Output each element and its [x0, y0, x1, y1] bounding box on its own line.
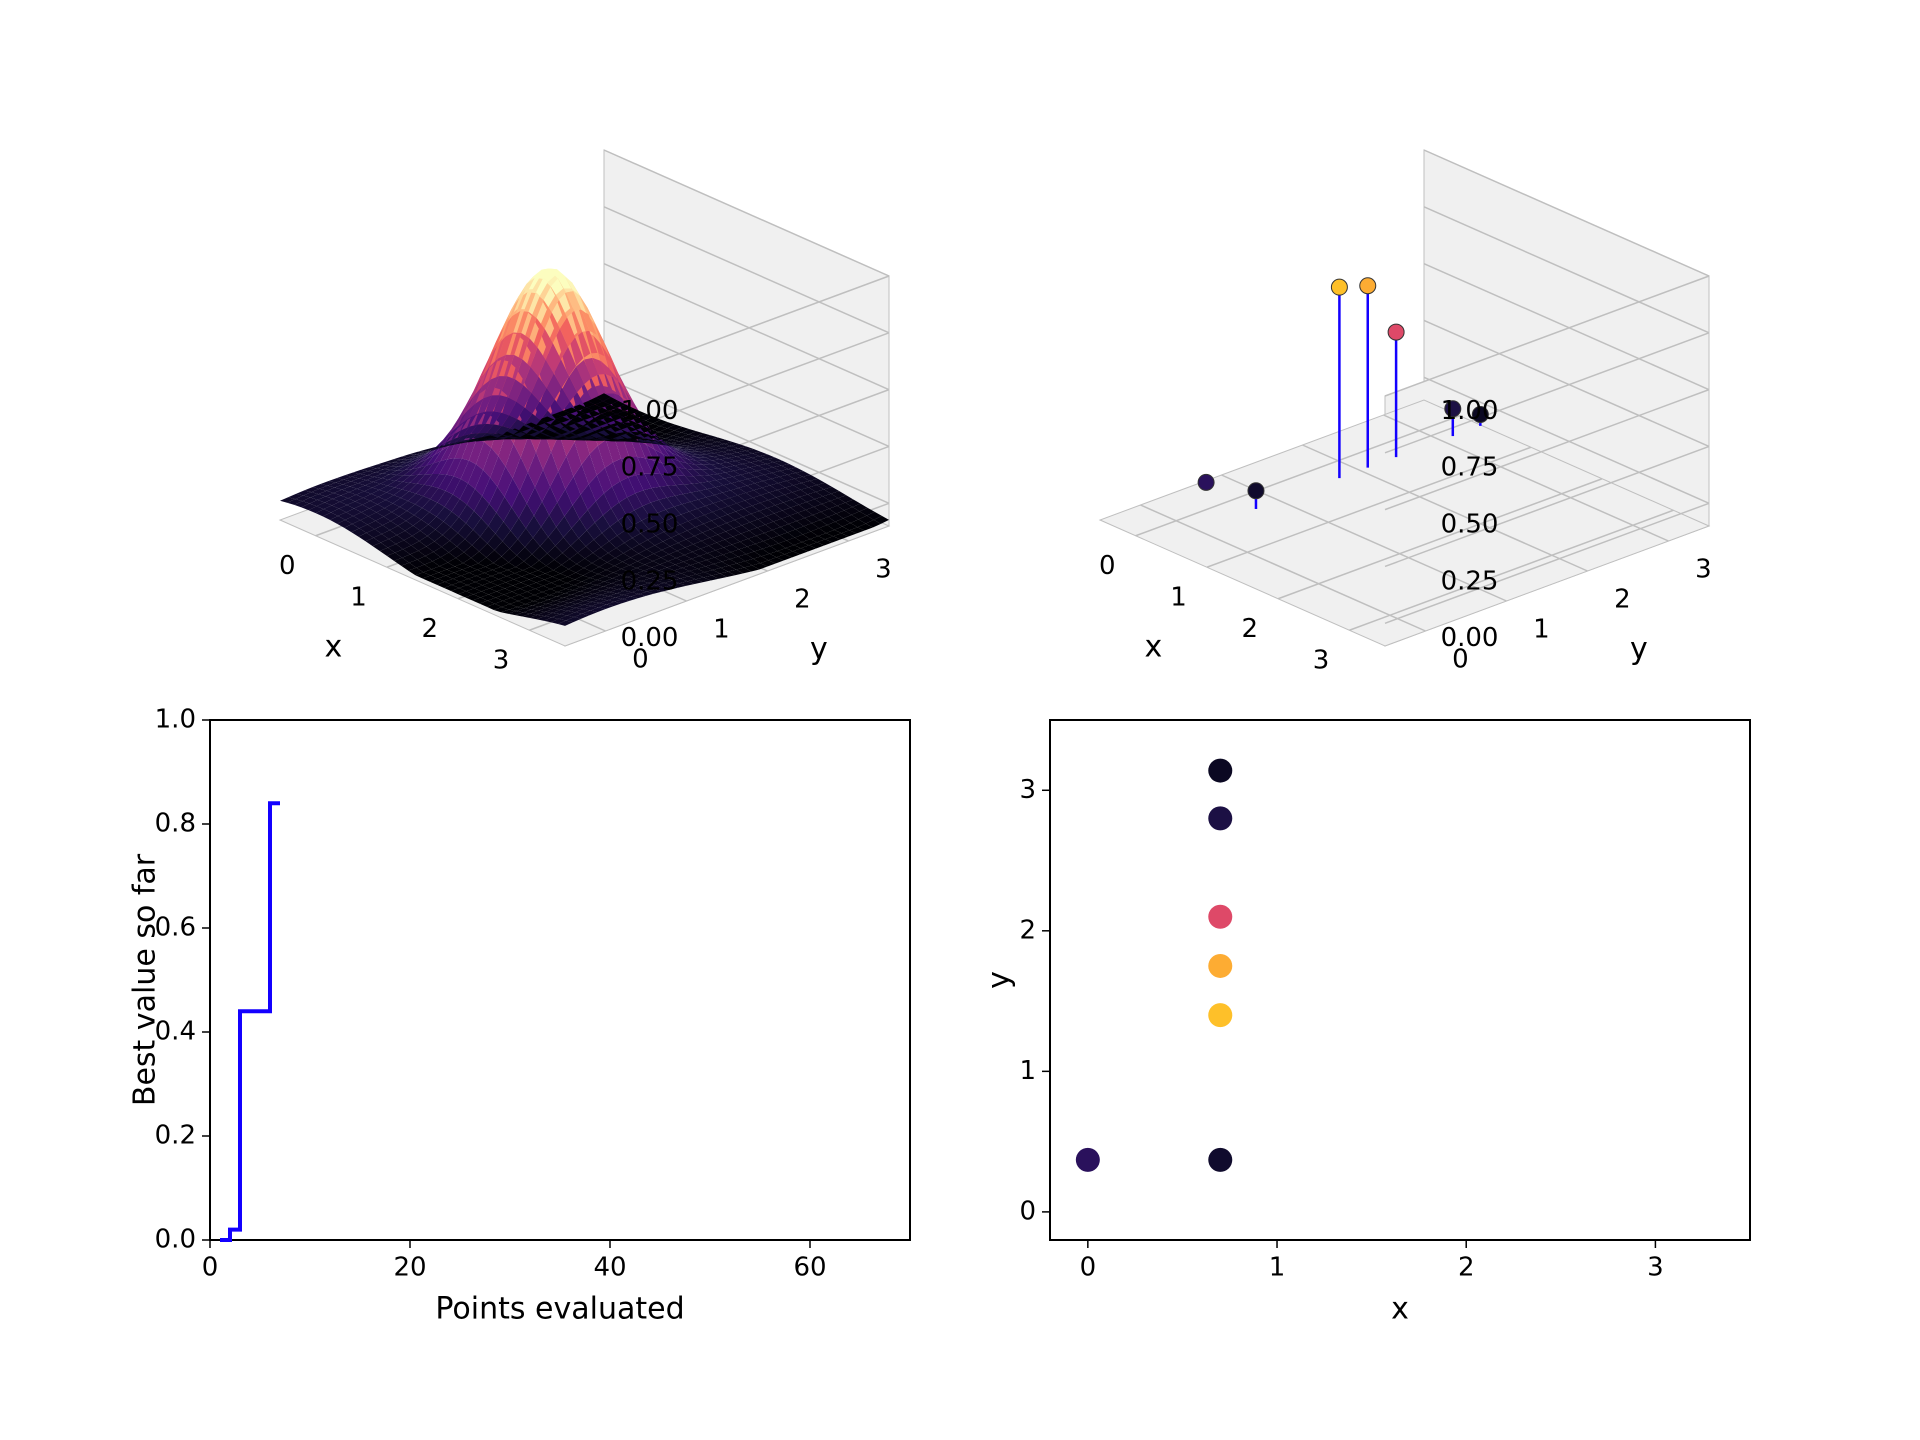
stem-marker — [1198, 474, 1214, 490]
stem3d-panel: 012301230.000.250.500.751.00xy — [960, 100, 1740, 680]
surface3d-svg: 012301230.000.250.500.751.00xy — [140, 100, 920, 680]
scatter-marker — [1208, 806, 1232, 830]
xtick: 2 — [1242, 614, 1259, 644]
stem-marker — [1331, 279, 1347, 295]
ylabel: Best value so far — [128, 853, 163, 1106]
ztick: 0.75 — [1441, 453, 1499, 483]
ytick: 0 — [1019, 1196, 1036, 1226]
ztick: 0.50 — [621, 510, 679, 540]
ytick: 3 — [1019, 775, 1036, 805]
ytick: 3 — [875, 555, 892, 585]
xtick: 2 — [422, 614, 439, 644]
xtick: 3 — [493, 645, 510, 675]
ytick: 2 — [1614, 585, 1631, 615]
xtick: 60 — [793, 1253, 826, 1283]
ztick: 0.25 — [621, 566, 679, 596]
axes-frame — [1050, 720, 1750, 1240]
surface3d-panel: 012301230.000.250.500.751.00xy — [140, 100, 920, 680]
ylabel: y — [982, 971, 1017, 989]
xtick: 3 — [1647, 1253, 1664, 1283]
ytick: 0.2 — [155, 1121, 196, 1151]
xtick: 0 — [202, 1253, 219, 1283]
ztick: 0.25 — [1441, 566, 1499, 596]
ztick: 0.00 — [1441, 623, 1499, 653]
convergence-line — [220, 803, 280, 1240]
convergence-svg: 02040600.00.20.40.60.81.0Points evaluate… — [120, 700, 940, 1340]
scatter-marker — [1208, 759, 1232, 783]
scatter-marker — [1208, 954, 1232, 978]
ztick: 0.50 — [1441, 510, 1499, 540]
scatter2d-panel: 0 1 2 3 0 1 2 3 x y — [960, 700, 1780, 1340]
xlabel: x — [1145, 630, 1163, 665]
ytick: 2 — [794, 585, 811, 615]
ylabel: y — [810, 632, 828, 667]
xtick: 20 — [393, 1253, 426, 1283]
scatter-marker — [1208, 1148, 1232, 1172]
xlabel: x — [325, 630, 343, 665]
stem-marker — [1388, 324, 1404, 340]
ytick: 1 — [1533, 615, 1550, 645]
xtick: 3 — [1313, 645, 1330, 675]
scatter-marker — [1208, 1003, 1232, 1027]
ytick: 3 — [1695, 555, 1712, 585]
ytick: 0.8 — [155, 809, 196, 839]
xtick: 0 — [279, 551, 296, 581]
xtick: 1 — [1170, 582, 1187, 612]
scatter-points — [1076, 759, 1232, 1172]
scatter-marker — [1076, 1148, 1100, 1172]
ytick: 2 — [1019, 915, 1036, 945]
ztick: 0.00 — [621, 623, 679, 653]
xtick: 0 — [1099, 551, 1116, 581]
ytick: 1 — [713, 615, 730, 645]
ytick: 0.0 — [155, 1225, 196, 1255]
xlabel: Points evaluated — [435, 1292, 684, 1327]
xtick: 40 — [593, 1253, 626, 1283]
stem-marker — [1248, 483, 1264, 499]
xtick: 2 — [1458, 1253, 1475, 1283]
ztick: 0.75 — [621, 453, 679, 483]
ztick: 1.00 — [621, 396, 679, 426]
figure: 012301230.000.250.500.751.00xy 012301230… — [0, 0, 1920, 1440]
stem3d-svg: 012301230.000.250.500.751.00xy — [960, 100, 1740, 680]
stem-marker — [1360, 278, 1376, 294]
xtick: 0 — [1080, 1253, 1097, 1283]
convergence-panel: 02040600.00.20.40.60.81.0Points evaluate… — [120, 700, 940, 1340]
ztick: 1.00 — [1441, 396, 1499, 426]
xtick: 1 — [1269, 1253, 1286, 1283]
ytick: 1 — [1019, 1056, 1036, 1086]
axes-frame — [210, 720, 910, 1240]
xtick: 1 — [350, 582, 367, 612]
scatter2d-svg: 0 1 2 3 0 1 2 3 x y — [960, 700, 1780, 1340]
xlabel: x — [1391, 1292, 1409, 1327]
scatter-marker — [1208, 905, 1232, 929]
ylabel: y — [1630, 632, 1648, 667]
ytick: 1.0 — [155, 705, 196, 735]
